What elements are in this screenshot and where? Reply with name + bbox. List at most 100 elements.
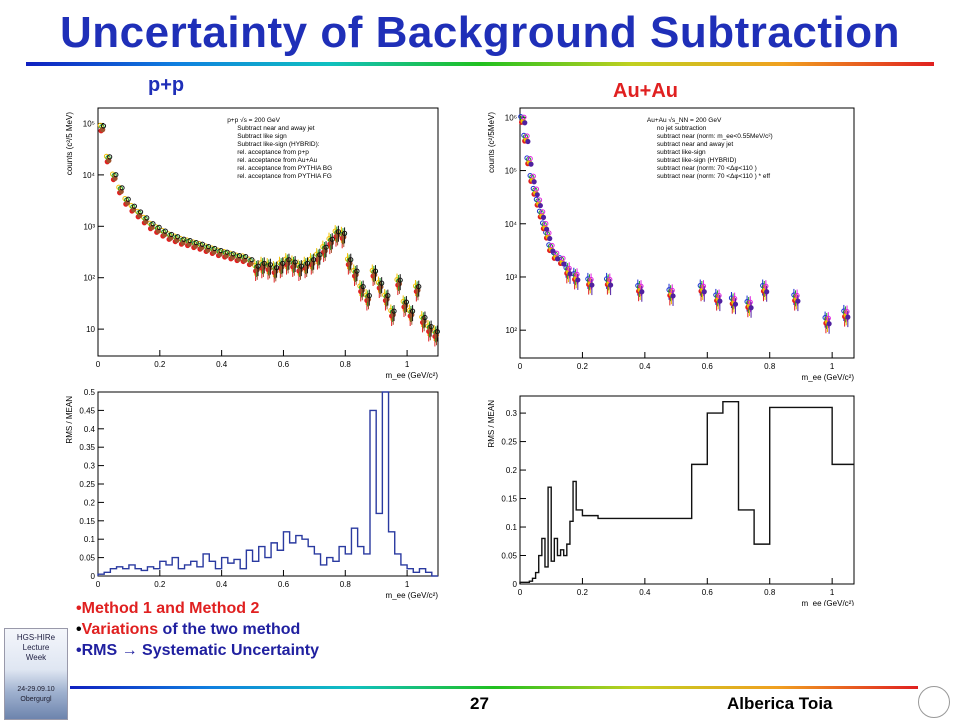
x-tick-label: 0.4 [639, 362, 651, 371]
legend-title: Au+Au √s_NN = 200 GeV [647, 116, 722, 124]
data-point [844, 308, 850, 315]
data-point [416, 283, 422, 290]
legend-entry: subtract near (norm: 70 <Δφ<110 ) * eff [657, 173, 770, 180]
data-point [205, 243, 212, 250]
data-point [107, 154, 113, 160]
y-tick-label: 10² [505, 326, 517, 335]
y-tick-label: 0.45 [79, 406, 95, 415]
legend-entry: rel. acceptance from PYTHIA FG [237, 173, 332, 180]
data-point [716, 292, 722, 299]
logo-dates: 24-29.09.10 Obergurgl [17, 686, 55, 703]
data-point [113, 172, 119, 178]
x-tick-label: 1 [830, 362, 835, 371]
legend-entry: rel. acceptance from Au+Au [237, 157, 317, 164]
legend-entry: Subtract like sign [237, 133, 287, 140]
x-axis-label: m_ee (GeV/c²) [386, 371, 439, 380]
bullet-3-text: RMS → Systematic Uncertainty [81, 642, 320, 659]
data-point [717, 298, 723, 304]
data-point [524, 133, 530, 139]
data-point [608, 282, 614, 288]
auau-rms-plot: 0 0.2 0.4 0.6 0.8 1 0 0.05 0.1 0.15 0.2 0.25 0.3 m_ee… [482, 388, 876, 606]
data-point [537, 202, 543, 209]
data-point [354, 268, 360, 274]
data-point [747, 299, 753, 305]
bullet-2: •Variations of the two method [76, 621, 301, 638]
data-point [243, 253, 249, 260]
data-point [540, 214, 547, 220]
data-point [588, 276, 594, 283]
data-point [701, 289, 707, 295]
x-tick-label: 0.4 [216, 360, 228, 369]
data-point [323, 244, 329, 250]
bullet-2-text-b: of the two method [158, 621, 301, 638]
data-point [168, 231, 175, 238]
data-point [567, 271, 573, 277]
auau-rms-svg: 0 0.2 0.4 0.6 0.8 1 0 0.05 0.1 0.15 0.2 0.25 0.3 m_ee… [487, 395, 855, 606]
y-tick-label: 10² [83, 274, 95, 283]
bullet-list: •Method 1 and Method 2 •Variations of th… [76, 598, 319, 661]
y-tick-label: 10⁴ [83, 171, 96, 180]
x-tick-label: 0.6 [278, 580, 290, 589]
data-point [317, 252, 323, 258]
data-point [561, 261, 567, 267]
data-point [304, 260, 311, 266]
y-tick-label: 0.3 [84, 462, 96, 471]
rms-step-line [97, 391, 438, 577]
data-point [298, 263, 304, 269]
y-tick-label: 0.4 [84, 425, 96, 434]
x-tick-label: 0 [96, 580, 101, 589]
data-point [341, 230, 348, 236]
data-point [249, 257, 255, 263]
pp-rms-plot: 0 0.2 0.4 0.6 0.8 1 0 0.05 0.1 0.15 0.2 0.25 0.3 0.35… [60, 388, 452, 606]
data-point [267, 262, 273, 268]
data-point [826, 321, 832, 327]
y-tick-label: 10³ [83, 222, 95, 231]
data-point [187, 238, 193, 244]
data-point [428, 323, 434, 330]
x-tick-label: 1 [405, 580, 410, 589]
data-point [348, 257, 354, 263]
data-point [119, 185, 125, 191]
x-tick-label: 0.6 [702, 588, 714, 597]
x-tick-label: 0.6 [278, 360, 290, 369]
data-point [292, 259, 298, 265]
y-tick-label: 0.35 [79, 443, 95, 452]
data-point [273, 265, 280, 271]
data-point [131, 203, 138, 209]
y-tick-label: 0.5 [84, 388, 96, 397]
pp-spectrum-plot: 0 0.2 0.4 0.6 0.8 1 10 10² 10³ 10⁴ 10⁵ m_ee (GeV/c²… [60, 98, 452, 388]
data-point [543, 220, 549, 227]
y-tick-label: 0 [91, 572, 96, 581]
data-point [748, 305, 754, 311]
x-tick-label: 0.2 [577, 588, 589, 597]
data-point [199, 241, 205, 247]
data-point [280, 260, 286, 266]
data-point [575, 277, 581, 283]
data-point [670, 293, 676, 299]
data-point [224, 249, 230, 255]
bullet-3: •RMS → Systematic Uncertainty [76, 642, 320, 659]
data-point [230, 251, 236, 257]
data-point [845, 314, 851, 320]
data-point [527, 155, 533, 162]
data-point [533, 186, 540, 192]
data-point [255, 263, 261, 269]
data-point [522, 120, 528, 126]
pp-spectrum-svg: 0 0.2 0.4 0.6 0.8 1 10 10² 10³ 10⁴ 10⁵ m_ee (GeV/c²… [65, 107, 440, 380]
x-tick-label: 0 [518, 362, 523, 371]
x-tick-label: 0.6 [702, 362, 714, 371]
y-tick-label: 0.15 [501, 495, 517, 504]
legend-entry: Subtract like-sign (HYBRID): [237, 141, 320, 148]
x-axis-label: m_ee (GeV/c²) [802, 599, 855, 606]
data-point [329, 236, 335, 242]
x-tick-label: 0.2 [154, 580, 166, 589]
data-point [560, 255, 566, 261]
data-point [181, 236, 187, 242]
y-axis-label: counts (c²/5MeV) [487, 112, 496, 173]
data-point [366, 293, 372, 299]
label-auau: Au+Au [613, 80, 678, 102]
x-tick-label: 0.8 [340, 360, 352, 369]
legend-entry: subtract near (norm: m_ee<0.55MeV/c²) [657, 133, 773, 140]
data-point [150, 221, 156, 227]
legend-entry: no jet subtraction [657, 125, 707, 132]
